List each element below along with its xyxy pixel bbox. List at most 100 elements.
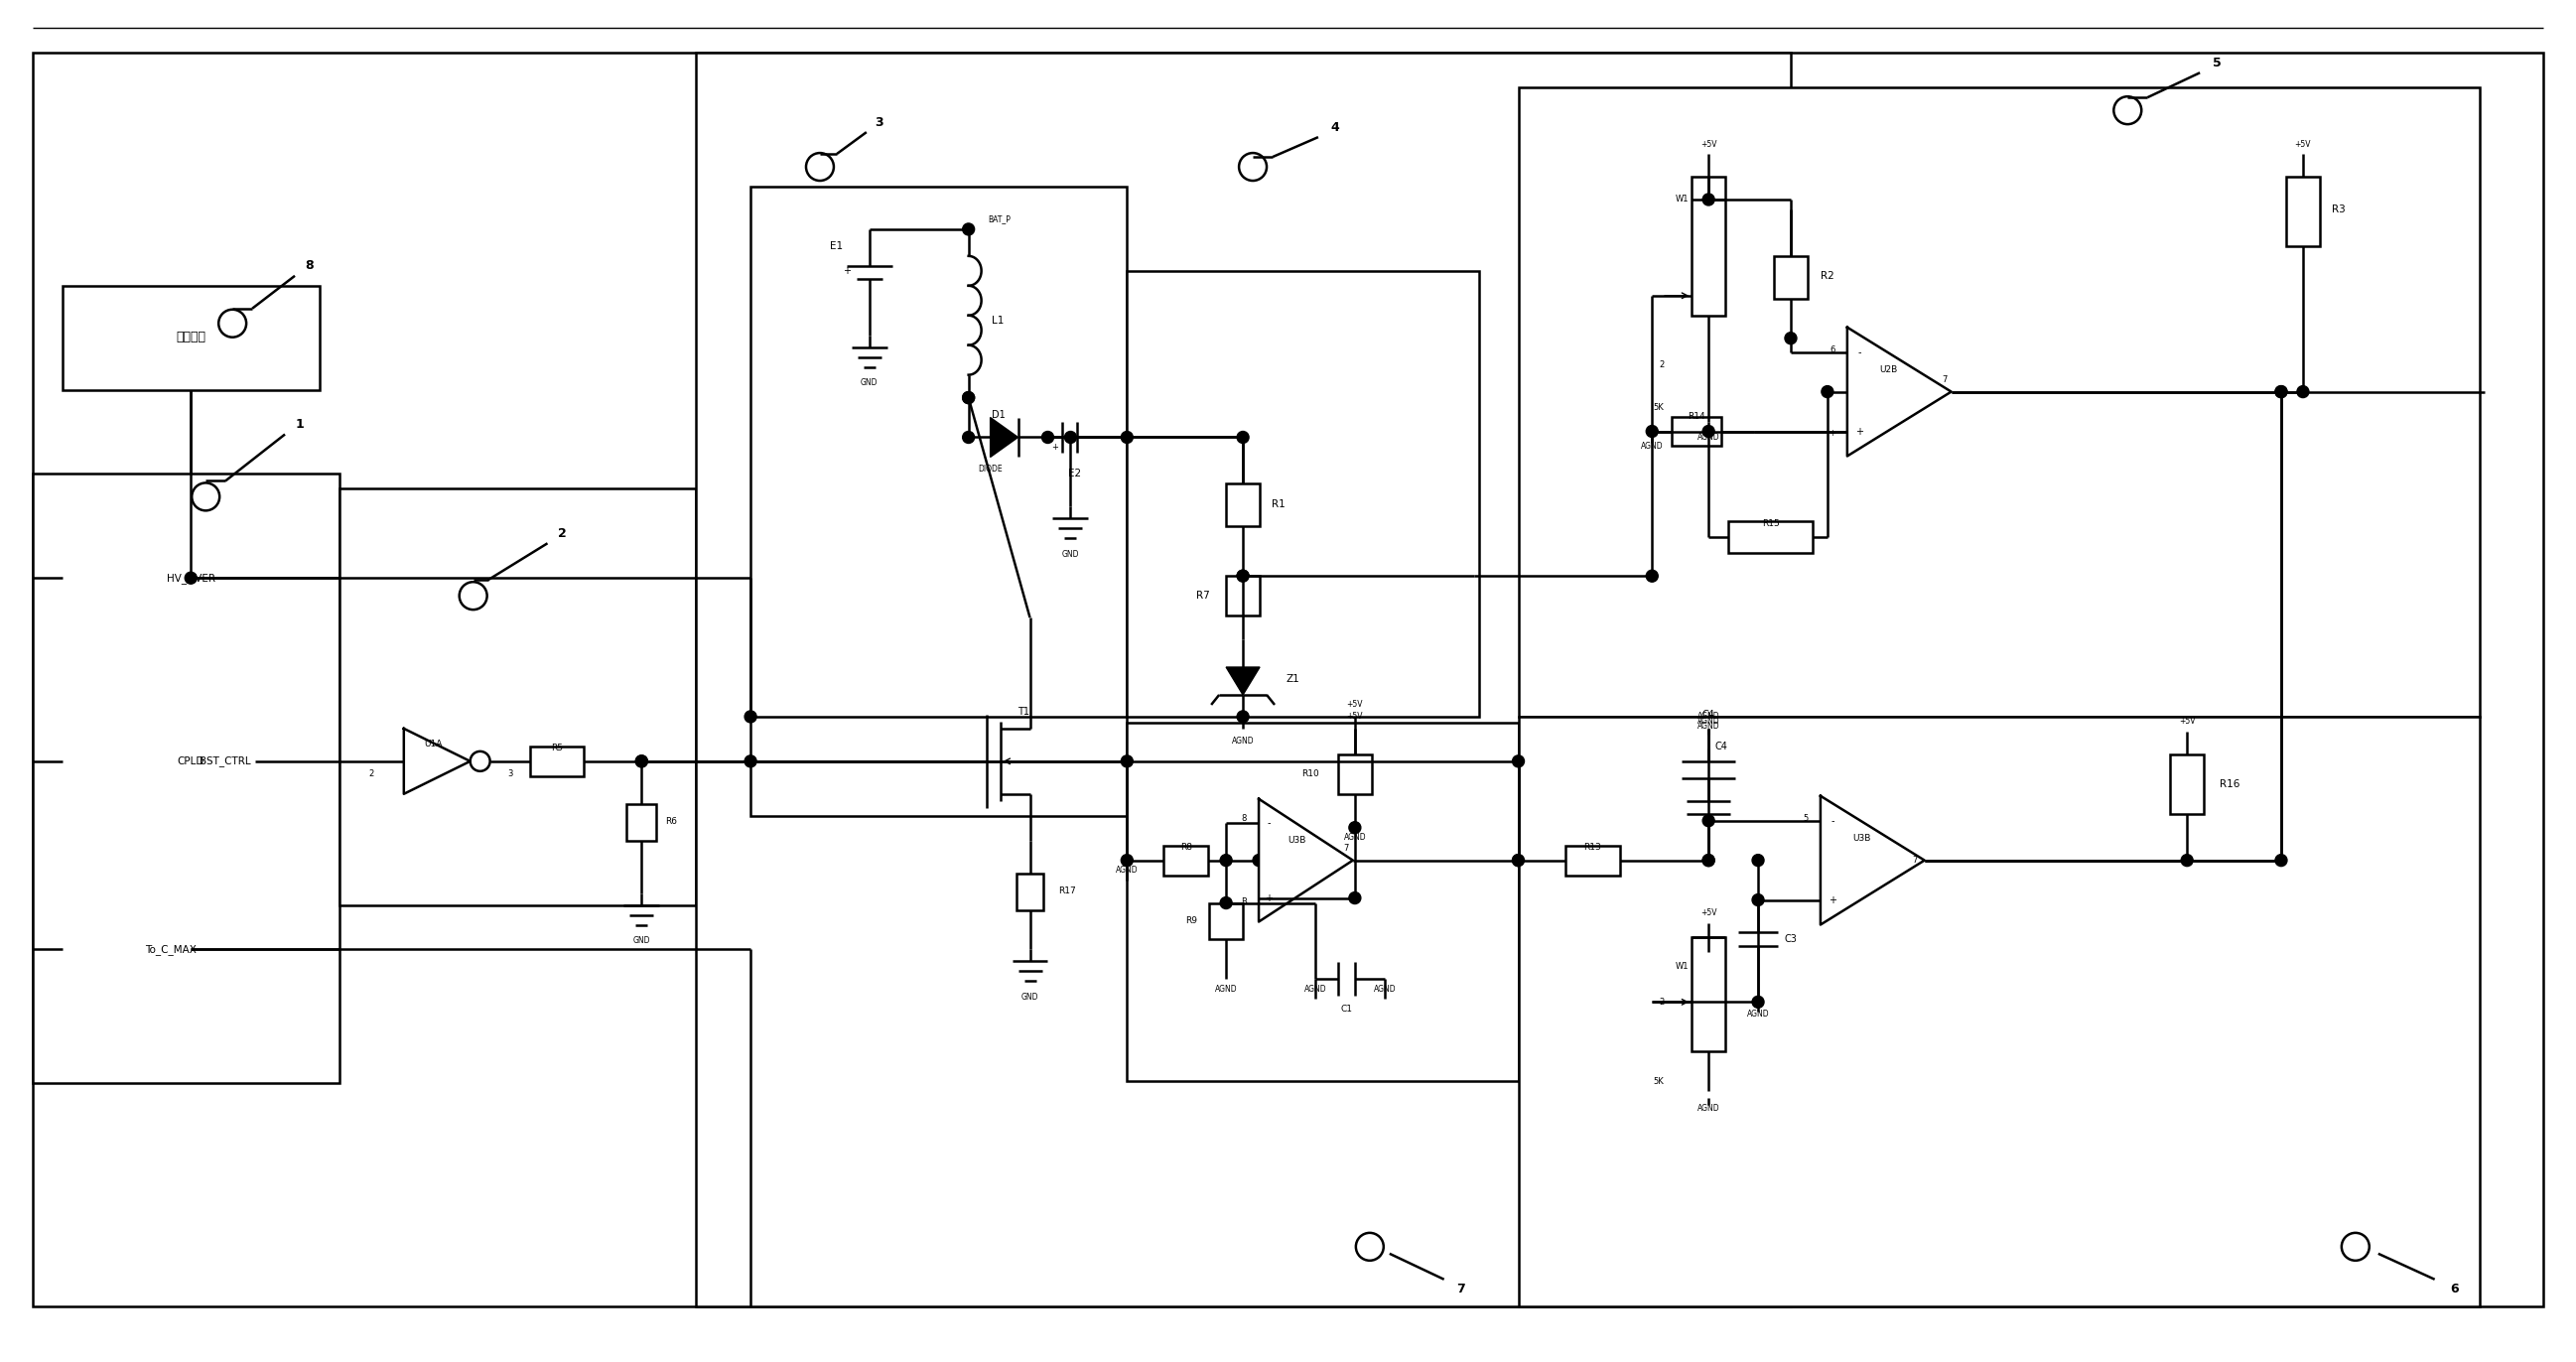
Polygon shape [1821, 795, 1924, 925]
Circle shape [636, 756, 647, 767]
Text: 8: 8 [307, 259, 314, 272]
Text: 7: 7 [1342, 844, 1350, 853]
Circle shape [1703, 425, 1716, 437]
Text: AGND: AGND [1345, 834, 1365, 842]
Text: R2: R2 [1821, 271, 1834, 281]
Bar [1517, 716, 2478, 1306]
Circle shape [1121, 432, 1133, 443]
Text: R6: R6 [665, 817, 677, 827]
Circle shape [2275, 385, 2287, 398]
Circle shape [1512, 854, 1525, 866]
Polygon shape [404, 729, 471, 794]
Text: 1: 1 [296, 418, 304, 430]
Text: AGND: AGND [1231, 737, 1255, 746]
Bar [1517, 87, 2478, 716]
Text: C4: C4 [1703, 710, 1716, 719]
Text: +5V: +5V [1700, 908, 1716, 917]
Circle shape [2182, 854, 2192, 866]
Circle shape [1221, 898, 1231, 908]
Text: 2: 2 [1659, 997, 1664, 1007]
Bar [1208, 903, 1244, 940]
Circle shape [636, 756, 647, 767]
Circle shape [1236, 571, 1249, 582]
Circle shape [1121, 854, 1133, 866]
Text: R15: R15 [1762, 519, 1780, 528]
Text: To_C_MAX: To_C_MAX [144, 944, 196, 955]
Text: +: + [1855, 426, 1862, 436]
Text: 8: 8 [1242, 814, 1247, 823]
Circle shape [1752, 854, 1765, 866]
Bar [626, 804, 657, 840]
Text: AGND: AGND [1115, 866, 1139, 874]
Text: BST_CTRL: BST_CTRL [201, 756, 250, 767]
Text: C4: C4 [1716, 741, 1728, 752]
Text: 5: 5 [1803, 814, 1808, 823]
Text: +: + [842, 266, 850, 276]
Text: R7: R7 [1195, 591, 1211, 601]
Bar [1128, 723, 1517, 1081]
Text: AGND: AGND [1641, 441, 1664, 451]
Circle shape [1064, 432, 1077, 443]
Circle shape [1512, 854, 1525, 866]
Bar [340, 489, 696, 904]
Text: -: - [1832, 816, 1834, 825]
Text: 2: 2 [1659, 361, 1664, 369]
Bar [1692, 937, 1726, 1051]
Bar [696, 53, 1790, 1306]
Text: +5V: +5V [2179, 718, 2195, 726]
Text: 2: 2 [559, 527, 567, 539]
Text: E2: E2 [1069, 469, 1082, 479]
Circle shape [1041, 432, 1054, 443]
Circle shape [1236, 571, 1249, 582]
Text: +: + [1265, 893, 1273, 903]
Bar [1775, 256, 1808, 298]
Text: AGND: AGND [1698, 712, 1721, 720]
Circle shape [1703, 814, 1716, 827]
Bar [1337, 755, 1370, 794]
Polygon shape [989, 418, 1018, 458]
Text: +5V: +5V [1347, 700, 1363, 710]
Text: R13: R13 [1584, 843, 1602, 851]
Text: B: B [1242, 898, 1247, 906]
Bar [531, 746, 585, 776]
Text: 5K: 5K [1654, 403, 1664, 413]
Text: 5: 5 [2213, 56, 2221, 69]
Text: AGND: AGND [1373, 985, 1396, 993]
Bar [1015, 873, 1043, 910]
Circle shape [1252, 854, 1265, 866]
Text: GND: GND [860, 379, 878, 387]
Text: 3: 3 [507, 770, 513, 779]
Bar [1692, 177, 1726, 316]
Bar [1728, 522, 1814, 553]
Text: GND: GND [1020, 993, 1038, 1001]
Text: AGND: AGND [1698, 433, 1721, 441]
Circle shape [1236, 711, 1249, 723]
Circle shape [963, 392, 974, 403]
Text: T1: T1 [1018, 707, 1028, 716]
Circle shape [1646, 425, 1659, 437]
Text: W1: W1 [1674, 962, 1687, 971]
Polygon shape [1226, 667, 1260, 695]
Text: 2: 2 [368, 770, 374, 779]
Text: +: + [1051, 443, 1059, 452]
Text: AGND: AGND [1747, 1009, 1770, 1019]
Polygon shape [1847, 327, 1950, 456]
Text: -: - [1267, 817, 1270, 828]
Circle shape [1752, 996, 1765, 1008]
Circle shape [744, 711, 757, 723]
Text: GND: GND [1061, 550, 1079, 558]
Circle shape [1752, 893, 1765, 906]
Text: U3B: U3B [1852, 834, 1870, 843]
Text: U2B: U2B [1880, 365, 1899, 375]
Text: AGND: AGND [1303, 985, 1327, 993]
Bar [1164, 846, 1208, 876]
Text: R3: R3 [2331, 204, 2344, 214]
Text: -: - [1857, 347, 1860, 357]
Circle shape [744, 756, 757, 767]
Text: R10: R10 [1301, 770, 1319, 779]
Text: C1: C1 [1342, 1004, 1352, 1013]
Text: BAT_P: BAT_P [989, 215, 1010, 223]
Text: R9: R9 [1185, 917, 1198, 925]
Circle shape [963, 223, 974, 236]
Text: 6: 6 [2450, 1283, 2460, 1295]
